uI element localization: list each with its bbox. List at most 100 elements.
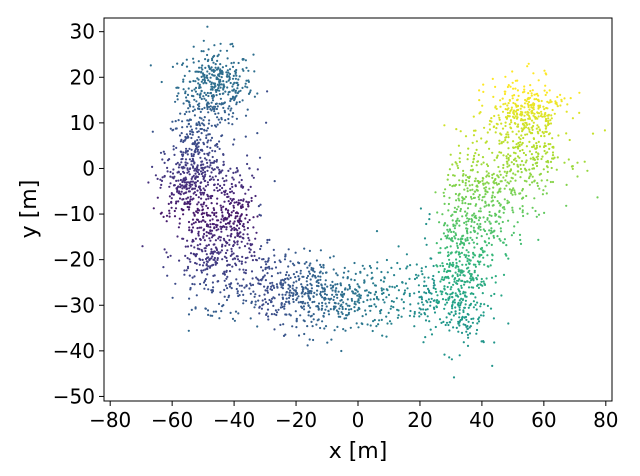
- data-point: [197, 168, 200, 171]
- data-point: [232, 178, 235, 181]
- data-point: [478, 316, 481, 319]
- data-point: [430, 333, 434, 336]
- data-point: [510, 188, 514, 192]
- data-point: [205, 136, 208, 140]
- y-tick-label: −50: [53, 384, 95, 408]
- data-point: [224, 222, 227, 226]
- data-point: [195, 70, 198, 73]
- data-point: [506, 141, 509, 144]
- data-point: [434, 325, 437, 329]
- data-point: [447, 251, 450, 254]
- data-point: [413, 312, 416, 315]
- y-tick-label: −40: [53, 339, 95, 363]
- data-point: [488, 119, 492, 122]
- data-point: [232, 88, 236, 91]
- data-point: [544, 117, 548, 121]
- data-point: [206, 141, 209, 144]
- data-point: [431, 278, 434, 281]
- data-point: [450, 251, 453, 254]
- data-point: [177, 185, 180, 188]
- data-point: [496, 200, 499, 203]
- data-point: [246, 154, 249, 157]
- data-point: [512, 101, 515, 105]
- data-point: [484, 193, 487, 196]
- data-point: [420, 298, 424, 301]
- data-point: [186, 181, 190, 184]
- data-point: [283, 258, 287, 261]
- data-point: [227, 71, 230, 74]
- data-point: [193, 141, 197, 144]
- data-point: [186, 257, 189, 260]
- data-point: [463, 188, 466, 191]
- data-point: [235, 74, 238, 77]
- data-point: [540, 134, 543, 138]
- data-point: [460, 251, 463, 254]
- data-point: [466, 232, 469, 235]
- data-point: [438, 318, 442, 321]
- data-point: [467, 202, 470, 206]
- data-point: [466, 280, 469, 283]
- data-point: [200, 75, 203, 78]
- data-point: [368, 305, 371, 308]
- data-point: [512, 146, 515, 149]
- data-point: [233, 99, 236, 102]
- data-point: [458, 308, 461, 311]
- data-point: [519, 192, 522, 195]
- data-point: [264, 279, 267, 282]
- data-point: [240, 284, 243, 287]
- data-point: [191, 198, 194, 201]
- data-point: [214, 112, 217, 115]
- data-point: [235, 255, 238, 258]
- data-point: [526, 65, 529, 68]
- data-point: [418, 315, 421, 318]
- data-point: [209, 252, 212, 255]
- data-point: [257, 205, 260, 208]
- data-point: [510, 234, 513, 237]
- data-point: [214, 66, 217, 69]
- data-point: [543, 108, 546, 111]
- data-point: [226, 287, 229, 290]
- data-point: [224, 119, 227, 122]
- data-point: [498, 222, 501, 225]
- x-tick-label: 0: [352, 408, 365, 432]
- data-point: [239, 215, 242, 218]
- data-point: [531, 126, 534, 129]
- data-point: [188, 147, 191, 150]
- data-point: [491, 258, 494, 262]
- data-point: [459, 130, 462, 133]
- data-point: [346, 314, 349, 317]
- data-point: [151, 165, 154, 168]
- data-point: [218, 317, 221, 320]
- data-point: [200, 50, 203, 53]
- data-point: [206, 105, 209, 109]
- data-point: [213, 110, 216, 113]
- data-point: [508, 111, 511, 115]
- data-point: [185, 133, 188, 136]
- data-point: [252, 216, 255, 219]
- data-point: [216, 219, 219, 222]
- y-tick-label: −30: [53, 293, 95, 317]
- data-point: [364, 309, 367, 312]
- data-point: [228, 243, 231, 246]
- data-point: [525, 123, 529, 126]
- data-point: [517, 165, 520, 168]
- data-point: [439, 264, 442, 267]
- data-point: [246, 203, 250, 206]
- data-point: [216, 166, 219, 169]
- data-point: [341, 305, 344, 309]
- data-point: [565, 204, 568, 207]
- data-point: [235, 101, 238, 104]
- data-point: [194, 237, 197, 240]
- data-point: [210, 257, 213, 260]
- data-point: [287, 274, 290, 277]
- data-point: [383, 301, 386, 304]
- data-point: [497, 182, 500, 185]
- data-point: [511, 140, 515, 143]
- data-point: [208, 80, 211, 83]
- data-point: [178, 190, 181, 193]
- data-point: [284, 333, 287, 336]
- data-point: [386, 271, 389, 274]
- data-point: [217, 53, 220, 56]
- data-point: [533, 197, 536, 200]
- data-point: [213, 124, 217, 127]
